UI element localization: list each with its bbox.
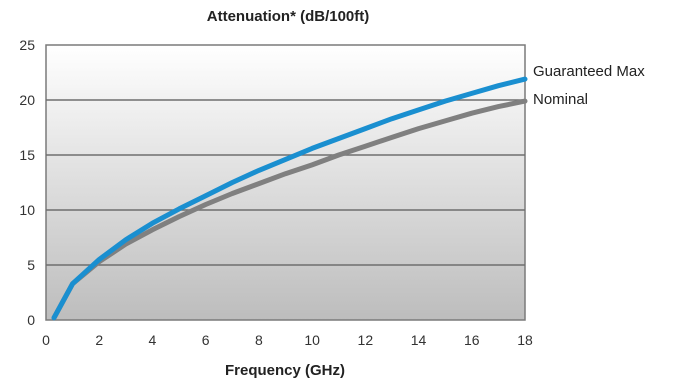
x-tick-label: 0 xyxy=(42,332,50,348)
y-tick-label: 10 xyxy=(19,202,35,218)
legend-label-guaranteed-max: Guaranteed Max xyxy=(533,63,645,80)
x-tick-label: 18 xyxy=(517,332,533,348)
y-tick-label: 15 xyxy=(19,147,35,163)
x-tick-label: 8 xyxy=(255,332,263,348)
series-line-nominal xyxy=(51,98,528,321)
x-tick-label: 14 xyxy=(411,332,427,348)
legend-labels: Guaranteed Max Nominal xyxy=(533,63,645,108)
x-tick-label: 16 xyxy=(464,332,480,348)
x-tick-label: 6 xyxy=(202,332,210,348)
series-line-guaranteed-max xyxy=(51,76,528,321)
x-axis-label: Frequency (GHz) xyxy=(225,362,345,379)
legend-label-nominal: Nominal xyxy=(533,91,588,108)
x-tick-label: 4 xyxy=(149,332,157,348)
plot-area xyxy=(45,44,526,321)
y-tick-label: 20 xyxy=(19,92,35,108)
y-tick-label: 25 xyxy=(19,37,35,53)
x-tick-label: 2 xyxy=(95,332,103,348)
y-tick-label: 0 xyxy=(27,312,35,328)
y-tick-label: 5 xyxy=(27,257,35,273)
chart-title: Attenuation* (dB/100ft) xyxy=(207,8,370,25)
x-axis-ticks: 0 2 4 6 8 10 12 14 16 18 xyxy=(42,332,533,348)
series-lines xyxy=(51,76,528,321)
x-tick-label: 10 xyxy=(304,332,320,348)
x-tick-label: 12 xyxy=(358,332,374,348)
y-axis-ticks: 0 5 10 15 20 25 xyxy=(19,37,35,328)
